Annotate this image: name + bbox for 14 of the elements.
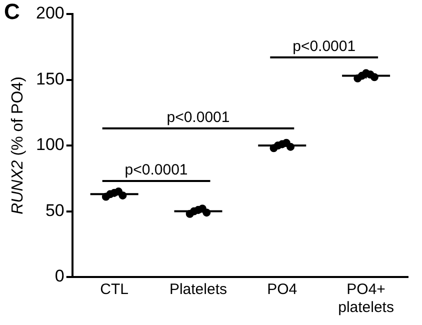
annotation: p<0.0001 [124,162,188,179]
annotation: p<0.0001 [166,109,230,126]
y-tick-label: 50 [45,200,64,220]
x-tick-label: PO4 [267,281,298,298]
y-tick-label: 150 [36,69,64,88]
y-tick-label: 200 [36,4,64,23]
chart-title: C [4,0,20,24]
x-tick-label: PO4+ platelets [338,281,394,316]
x-tick-label: CTL [100,281,128,298]
x-tick-label: Platelets [169,281,227,298]
annotation: p<0.0001 [292,38,356,56]
y-tick-label: 100 [36,135,64,154]
y-tick-label: 0 [54,266,64,286]
y-axis-title: RUNX2 (% of PO4) [9,76,26,214]
